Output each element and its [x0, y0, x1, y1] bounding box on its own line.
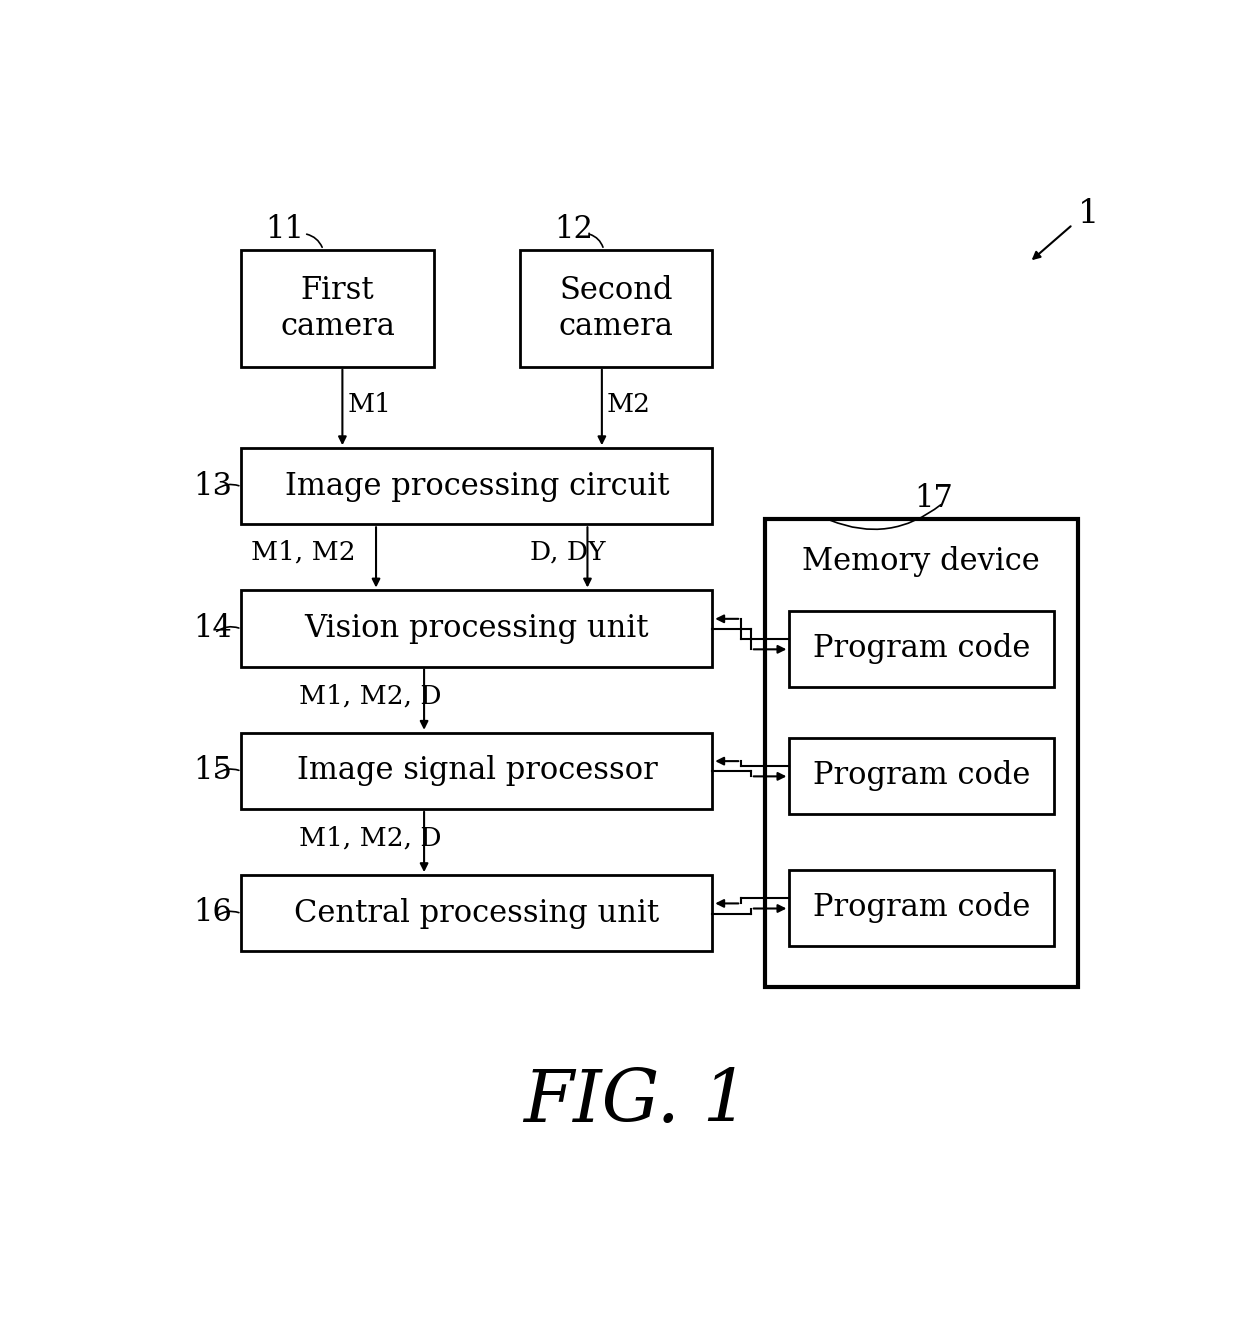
Bar	[242, 447, 712, 524]
Text: Program code: Program code	[812, 892, 1030, 924]
Text: 12: 12	[554, 214, 593, 246]
Bar	[789, 611, 1054, 686]
Bar	[242, 249, 434, 367]
Text: M1, M2, D: M1, M2, D	[299, 826, 441, 851]
Text: Memory device: Memory device	[802, 546, 1040, 577]
Bar	[242, 733, 712, 809]
Text: First
camera: First camera	[280, 275, 396, 342]
Text: 15: 15	[193, 755, 232, 785]
Text: M1: M1	[347, 392, 391, 417]
Text: 11: 11	[265, 214, 305, 246]
Bar	[789, 738, 1054, 814]
Text: M1, M2: M1, M2	[250, 540, 356, 564]
Text: FIG. 1: FIG. 1	[522, 1067, 749, 1137]
Text: M2: M2	[606, 392, 651, 417]
Text: Second
camera: Second camera	[559, 275, 673, 342]
Bar	[242, 590, 712, 667]
Text: 1: 1	[1078, 198, 1099, 230]
Text: Image signal processor: Image signal processor	[296, 755, 657, 787]
Text: D, DY: D, DY	[529, 540, 605, 564]
Text: Program code: Program code	[812, 634, 1030, 664]
Text: 17: 17	[914, 483, 954, 515]
Text: 14: 14	[193, 614, 232, 644]
Text: Program code: Program code	[812, 760, 1030, 792]
Bar	[242, 875, 712, 952]
Bar	[765, 519, 1078, 987]
Text: M1, M2, D: M1, M2, D	[299, 684, 441, 709]
Text: 16: 16	[193, 898, 232, 928]
Text: Image processing circuit: Image processing circuit	[285, 471, 670, 502]
Text: 13: 13	[193, 471, 232, 502]
Bar	[521, 249, 713, 367]
Bar	[789, 870, 1054, 946]
Text: Central processing unit: Central processing unit	[294, 898, 660, 928]
Text: Vision processing unit: Vision processing unit	[305, 612, 650, 644]
